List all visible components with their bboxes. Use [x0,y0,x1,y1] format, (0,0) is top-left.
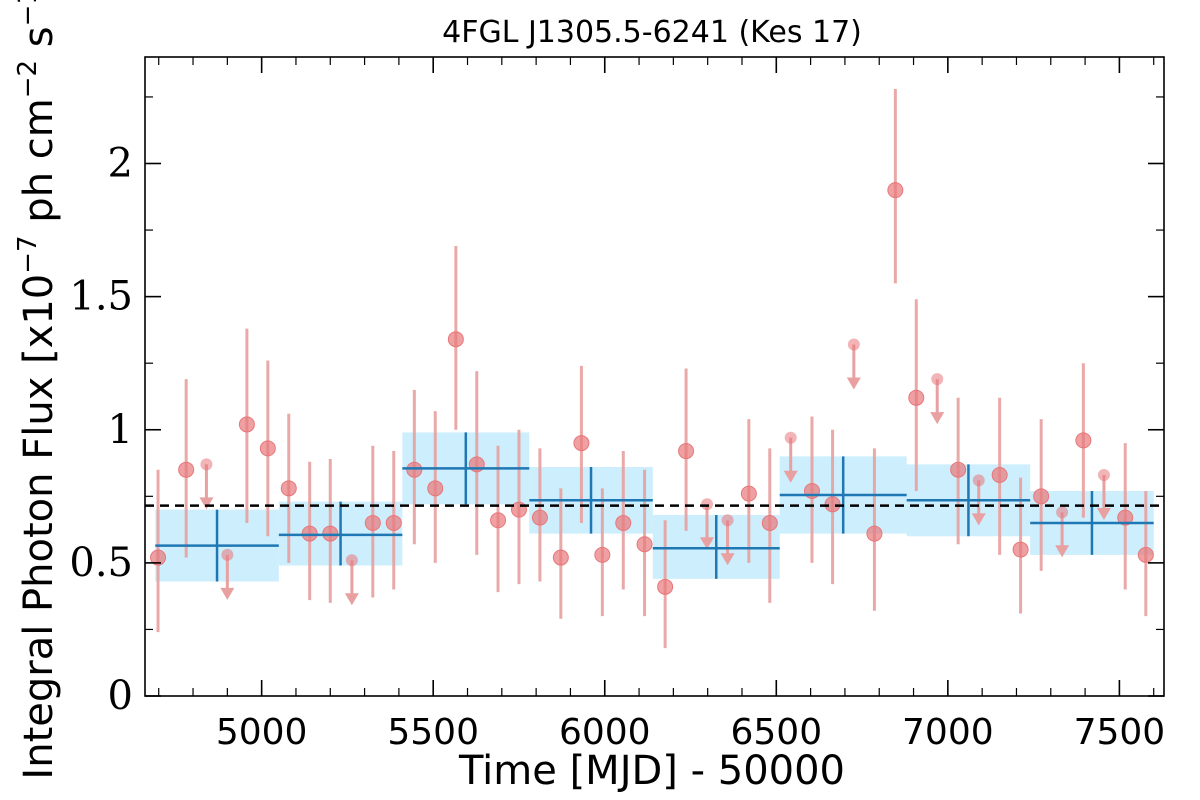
fine-point [573,435,590,452]
y-tick-label: 1.5 [69,274,133,320]
x-tick-label: 7500 [1074,712,1166,753]
upper-limit-arrow [783,470,798,483]
upper-limit-marker [847,338,860,351]
upper-limit-arrow [930,412,945,425]
upper-limit-arrow [199,497,214,510]
x-tick-label: 5500 [387,712,479,753]
fine-point [259,440,276,457]
fine-point [1075,432,1092,449]
y-tick-label: 1 [108,407,133,453]
fine-point [510,501,527,518]
fine-point [1033,488,1050,505]
fine-point [657,578,674,595]
y-tick-label: 0 [108,673,133,719]
fine-point [1117,509,1134,526]
upper-limit-marker [345,554,358,567]
upper-limit-marker [1097,469,1110,482]
x-axis-label: Time [MJD] - 50000 [458,748,845,794]
fine-point [364,514,381,531]
fine-point [803,482,820,499]
upper-limit-marker [972,474,985,487]
fine-point [1012,541,1029,558]
fine-point [447,331,464,348]
fine-point [740,485,757,502]
upper-limit-marker [700,498,713,511]
fine-point [636,536,653,553]
upper-limit-marker [1056,506,1069,519]
axis-ticks: 5000 5500 6000 6500 7000 7500 0 0.5 1 1.5 2 [69,57,1165,753]
upper-limit-arrow [220,587,235,600]
upper-limit-marker [784,431,797,444]
fine-point [1137,546,1154,563]
fine-point [866,525,883,542]
upper-limit-arrow [720,553,735,566]
x-tick-label: 5000 [216,712,308,753]
fine-point [238,416,255,433]
plot-area [145,88,1164,649]
fine-point [178,461,195,478]
x-tick-label: 6500 [730,712,822,753]
x-tick-label: 7000 [902,712,994,753]
upper-limit-arrow [699,537,714,550]
fine-point [301,525,318,542]
axes-frame [144,56,1165,697]
fine-point [490,512,507,529]
x-tick-label: 6000 [559,712,651,753]
chart-title: 4FGL J1305.5-6241 (Kes 17) [442,15,862,50]
upper-limit-arrow [1096,508,1111,521]
fine-point [824,496,841,513]
upper-limit-arrow [344,593,359,606]
fine-point [150,549,167,566]
upper-limit-marker [931,373,944,386]
y-tick-label: 2 [108,141,133,187]
fine-point [594,546,611,563]
fine-point [406,461,423,478]
fine-point [468,456,485,473]
fine-point [280,480,297,497]
fine-point [908,389,925,406]
fine-point [552,549,569,566]
fine-point [991,467,1008,484]
upper-limit-marker [221,548,234,561]
fine-point [678,443,695,460]
upper-limit-arrow [971,513,986,526]
fine-point [322,525,339,542]
y-tick-label: 0.5 [69,540,133,586]
fine-point [761,514,778,531]
fine-point [427,480,444,497]
upper-limit-marker [721,514,734,527]
upper-limit-arrow [1055,545,1070,558]
fine-point [385,514,402,531]
fine-point [887,182,904,199]
y-axis-label: Integral Photon Flux [x10−7 ph cm−2 s−1] [13,0,62,780]
fine-point [615,514,632,531]
upper-limit-marker [200,458,213,471]
fine-point [950,461,967,478]
fine-point [531,509,548,526]
upper-limit-arrow [846,377,861,390]
